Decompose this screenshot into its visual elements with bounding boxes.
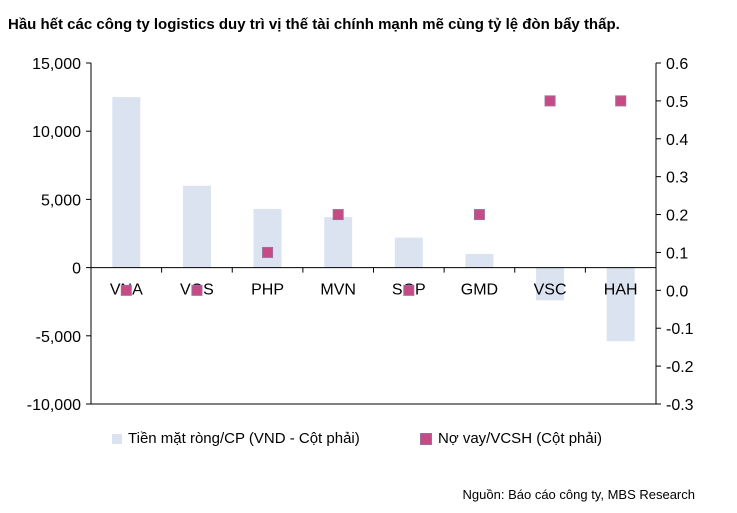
tick-label-right: 0.2 (666, 208, 688, 225)
tick-label-right: 0.3 (666, 170, 688, 187)
marker-php (262, 246, 274, 258)
tick-label-right: 0.5 (666, 94, 688, 111)
tick-label-right: -0.1 (666, 321, 694, 338)
legend-label-markers: Nợ vay/VCSH (Cột phải) (438, 430, 603, 447)
bar-sgp (394, 237, 423, 268)
bar-vna (112, 97, 141, 268)
bar-mvn (324, 217, 353, 268)
marker-gmd (473, 209, 485, 221)
category-label-mvn: MVN (320, 282, 356, 299)
tick-label-left: -5,000 (36, 329, 81, 346)
tick-label-right: -0.3 (666, 397, 694, 414)
source-note: Nguồn: Báo cáo công ty, MBS Research (462, 487, 695, 502)
legend-swatch-bar (112, 433, 122, 444)
tick-label-right: 0.1 (666, 245, 688, 262)
marker-mvn (332, 209, 344, 221)
category-label-php: PHP (251, 282, 284, 299)
tick-label-left: 10,000 (32, 124, 81, 141)
tick-label-left: 15,000 (32, 56, 81, 73)
bar-php (253, 208, 282, 268)
category-label-hah: HAH (604, 282, 638, 299)
tick-label-right: 0.0 (666, 283, 688, 300)
legend-item-markers: Nợ vay/VCSH (Cột phải) (420, 430, 602, 447)
tick-label-left: 5,000 (41, 192, 81, 209)
tick-label-right: -0.2 (666, 359, 694, 376)
bar-hah (606, 267, 635, 342)
legend-item-bars: Tiền mặt ròng/CP (VND - Cột phải) (112, 430, 360, 447)
bar-vsc (536, 267, 565, 301)
tick-label-left: -10,000 (27, 397, 81, 414)
category-label-gmd: GMD (461, 282, 498, 299)
category-label-vsc: VSC (534, 282, 567, 299)
tick-label-right: 0.6 (666, 56, 688, 73)
chart-title: Hầu hết các công ty logistics duy trì vị… (8, 16, 620, 33)
tick-label-left: 0 (72, 261, 81, 278)
marker-vsc (544, 95, 556, 107)
legend-label-bars: Tiền mặt ròng/CP (VND - Cột phải) (128, 430, 360, 447)
marker-vos (191, 284, 203, 296)
marker-vna (120, 284, 132, 296)
bar-gmd (465, 253, 494, 268)
marker-hah (615, 95, 627, 107)
legend-swatch-marker (420, 432, 432, 445)
tick-label-right: 0.4 (666, 132, 688, 149)
marker-sgp (403, 284, 415, 296)
bar-vos (182, 185, 211, 268)
